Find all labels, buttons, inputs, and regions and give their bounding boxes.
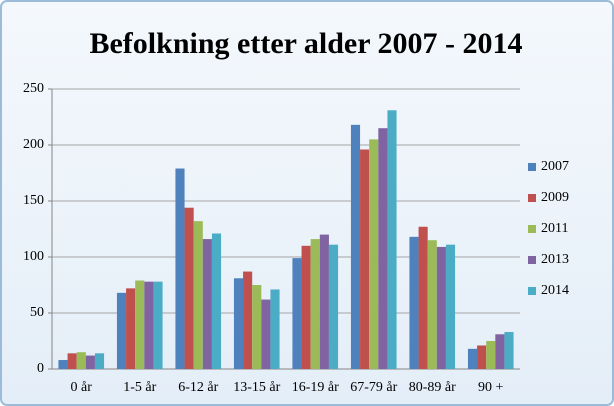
bar: [378, 128, 388, 369]
legend-label: 2011: [541, 221, 568, 236]
bar: [328, 244, 339, 369]
x-tick-label: 16-19 år: [292, 380, 339, 395]
legend-label: 2013: [541, 252, 569, 267]
bar: [202, 239, 212, 369]
bar: [467, 348, 478, 369]
x-tick-label: 1-5 år: [123, 380, 156, 395]
y-tick-label: 250: [23, 81, 44, 96]
bar: [495, 334, 505, 369]
legend-swatch: [528, 194, 536, 202]
x-tick-label: 13-15 år: [233, 380, 280, 395]
bar: [369, 139, 379, 369]
bar: [94, 353, 105, 369]
bar: [184, 207, 194, 369]
bar: [427, 240, 437, 369]
bar: [153, 281, 163, 369]
legend-swatch: [528, 225, 536, 233]
bar: [144, 281, 154, 369]
bar: [233, 278, 244, 369]
legend-label: 2009: [541, 190, 569, 205]
x-tick-label: 90 +: [478, 380, 504, 395]
y-tick-label: 100: [23, 249, 44, 264]
bar: [477, 345, 487, 369]
legend-swatch: [528, 163, 536, 171]
bar: [301, 245, 311, 369]
bar: [116, 292, 127, 369]
y-tick-label: 0: [37, 361, 44, 376]
legend-label: 2014: [541, 283, 569, 298]
bar: [67, 353, 77, 369]
x-tick-label: 6-12 år: [178, 380, 218, 395]
x-tick-label: 80-89 år: [409, 380, 456, 395]
bar: [211, 233, 222, 369]
bar: [175, 168, 185, 369]
bar: [76, 352, 86, 369]
bar: [350, 124, 361, 369]
bar: [135, 280, 145, 369]
legend-swatch: [528, 287, 536, 295]
y-tick-label: 50: [30, 305, 44, 320]
bar: [486, 341, 496, 369]
bar: [436, 246, 446, 369]
bar: [504, 332, 514, 369]
bar: [360, 149, 370, 369]
bar: [126, 288, 136, 369]
x-tick-label: 0 år: [71, 380, 93, 395]
bar: [243, 271, 253, 369]
bar: [310, 239, 320, 369]
bar: [252, 285, 262, 369]
bar: [319, 234, 329, 369]
bar: [418, 226, 428, 369]
legend-swatch: [528, 256, 536, 264]
x-tick-label: 67-79 år: [350, 380, 397, 395]
bar: [445, 244, 456, 369]
legend-label: 2007: [541, 159, 569, 174]
bar: [261, 299, 271, 369]
bar: [387, 110, 397, 369]
bar: [58, 360, 68, 369]
bar: [409, 236, 419, 369]
y-tick-label: 200: [23, 137, 44, 152]
bar: [85, 355, 95, 369]
chart-title: Befolkning etter alder 2007 - 2014: [89, 27, 522, 60]
bar: [193, 221, 203, 369]
y-tick-label: 150: [23, 193, 44, 208]
bar: [292, 258, 302, 369]
bar: [270, 289, 280, 369]
